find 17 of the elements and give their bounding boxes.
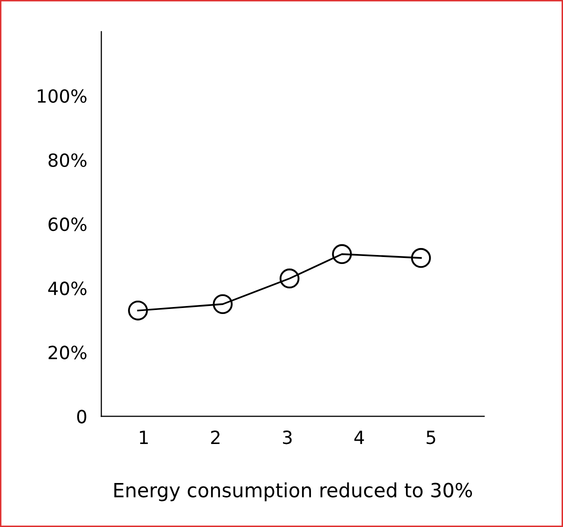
x-tick-label: 4 [354, 430, 364, 444]
point [212, 294, 233, 314]
x-tick-label: 3 [283, 430, 292, 444]
point [280, 268, 300, 288]
x-tick-label: 5 [426, 430, 436, 444]
point [411, 248, 431, 268]
y-tick-label: 80% [48, 153, 86, 167]
y-tick-label: 40% [48, 282, 86, 296]
x-tick-label: 1 [140, 430, 148, 444]
y-tick-label: 20% [48, 346, 86, 360]
point [128, 300, 148, 320]
y-tick-label: 100% [38, 89, 86, 103]
point [332, 244, 352, 264]
x-tick-label: 2 [211, 430, 220, 444]
x-axis-title: Energy consumption reduced to 30% [114, 482, 472, 502]
y-tick-label: 0 [77, 410, 86, 424]
y-tick-label: 60% [48, 217, 86, 232]
